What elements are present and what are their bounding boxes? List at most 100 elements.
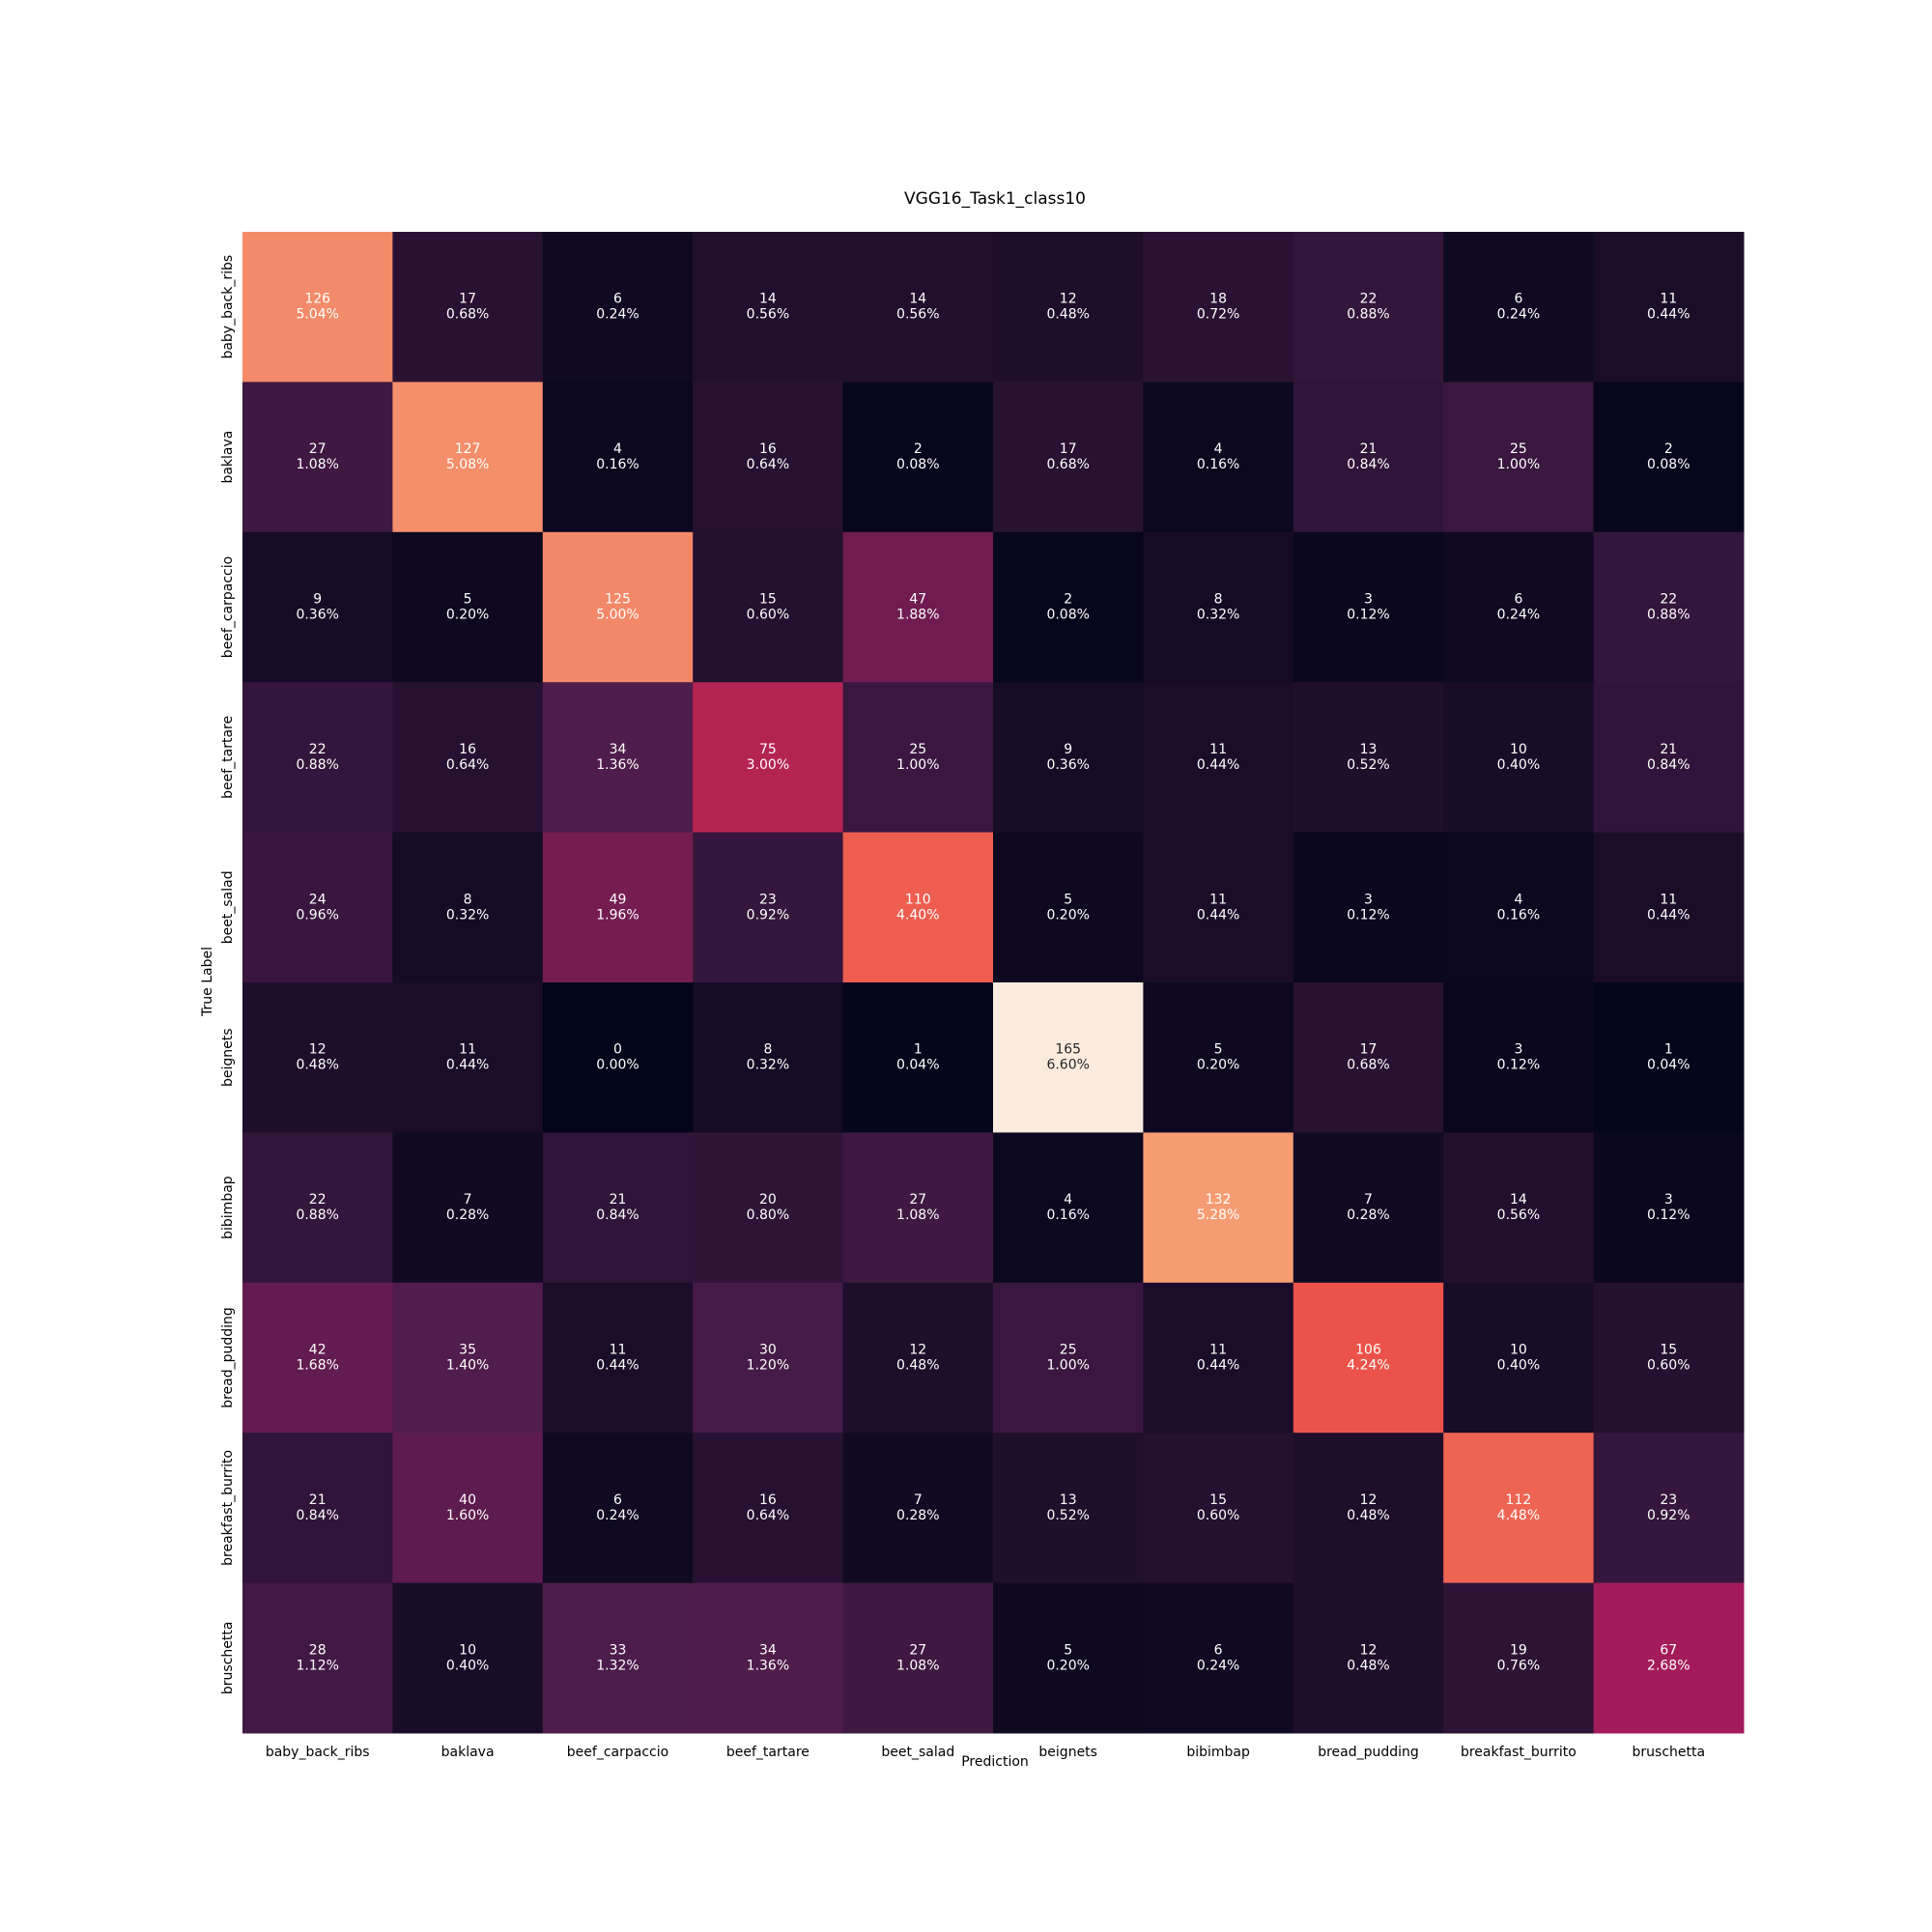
- cell-count-label: 28: [309, 1642, 327, 1658]
- cell-percent-label: 0.92%: [1647, 1508, 1690, 1523]
- cell-count-label: 22: [309, 742, 327, 757]
- cell-percent-label: 0.92%: [747, 907, 789, 923]
- cell-percent-label: 0.00%: [596, 1058, 639, 1073]
- heatmap-cell: [693, 382, 844, 533]
- heatmap-cell: [693, 832, 844, 983]
- cell-percent-label: 0.60%: [747, 608, 789, 623]
- cell-count-label: 125: [605, 592, 631, 608]
- cell-count-label: 15: [1209, 1492, 1227, 1508]
- heatmap-cell: [993, 531, 1144, 683]
- heatmap-cell: [993, 1582, 1144, 1734]
- cell-percent-label: 1.36%: [747, 1658, 789, 1673]
- heatmap-cell: [242, 1433, 393, 1584]
- cell-percent-label: 0.16%: [596, 457, 639, 472]
- cell-percent-label: 0.12%: [1347, 608, 1389, 623]
- heatmap-cell: [392, 832, 544, 983]
- cell-percent-label: 0.44%: [446, 1058, 489, 1073]
- heatmap-cell: [542, 531, 694, 683]
- heatmap-cell: [1593, 982, 1745, 1133]
- cell-percent-label: 0.36%: [1046, 757, 1089, 773]
- heatmap-cell: [693, 1582, 844, 1734]
- heatmap-cell: [1143, 232, 1294, 383]
- heatmap-cell: [842, 1282, 994, 1434]
- heatmap-cell: [392, 1582, 544, 1734]
- cell-count-label: 24: [309, 892, 327, 907]
- cell-percent-label: 0.04%: [896, 1058, 939, 1073]
- y-tick-label: baklava: [220, 431, 236, 484]
- cell-count-label: 14: [1510, 1192, 1527, 1208]
- heatmap-cell: [842, 982, 994, 1133]
- heatmap-cell: [993, 832, 1144, 983]
- cell-percent-label: 0.84%: [1647, 757, 1690, 773]
- heatmap-cell: [392, 682, 544, 834]
- cell-percent-label: 0.28%: [1347, 1208, 1389, 1223]
- cell-count-label: 12: [1060, 292, 1077, 307]
- cell-percent-label: 0.24%: [1197, 1658, 1239, 1673]
- heatmap-cell: [693, 682, 844, 834]
- cell-count-label: 17: [459, 292, 476, 307]
- heatmap-cell: [842, 531, 994, 683]
- cell-percent-label: 0.44%: [1647, 907, 1690, 923]
- cell-count-label: 10: [459, 1642, 476, 1658]
- cell-count-label: 10: [1510, 742, 1527, 757]
- cell-count-label: 5: [1064, 892, 1072, 907]
- cell-percent-label: 1.08%: [296, 457, 338, 472]
- cell-count-label: 4: [1214, 441, 1223, 457]
- heatmap-cell: [693, 232, 844, 383]
- cell-count-label: 14: [759, 292, 777, 307]
- heatmap-cell: [993, 1433, 1144, 1584]
- cell-percent-label: 4.48%: [1497, 1508, 1540, 1523]
- cell-percent-label: 0.16%: [1197, 457, 1239, 472]
- cell-count-label: 17: [1060, 441, 1077, 457]
- heatmap-cell: [1593, 1582, 1745, 1734]
- heatmap-cell: [842, 1132, 994, 1284]
- cell-count-label: 11: [1209, 1343, 1227, 1358]
- y-tick-label: breakfast_burrito: [220, 1450, 236, 1566]
- cell-percent-label: 5.00%: [596, 608, 639, 623]
- cell-count-label: 34: [759, 1642, 777, 1658]
- cell-count-label: 112: [1506, 1492, 1532, 1508]
- cell-percent-label: 0.20%: [446, 608, 489, 623]
- cell-percent-label: 0.40%: [446, 1658, 489, 1673]
- heatmap-cell: [1593, 531, 1745, 683]
- cell-count-label: 1: [914, 1042, 923, 1058]
- heatmap-cell: [1293, 832, 1444, 983]
- cell-percent-label: 0.88%: [296, 1208, 338, 1223]
- cell-percent-label: 0.88%: [1647, 608, 1690, 623]
- heatmap-cell: [1443, 832, 1595, 983]
- heatmap-cell: [1593, 1132, 1745, 1284]
- cell-percent-label: 0.16%: [1497, 907, 1540, 923]
- heatmap-cell: [542, 832, 694, 983]
- heatmap-cell: [542, 1582, 694, 1734]
- cell-count-label: 49: [610, 892, 627, 907]
- cell-count-label: 16: [459, 742, 476, 757]
- heatmap-cell: [1593, 1282, 1745, 1434]
- cell-percent-label: 0.20%: [1046, 1658, 1089, 1673]
- cell-count-label: 20: [759, 1192, 777, 1208]
- cell-count-label: 10: [1510, 1343, 1527, 1358]
- cell-percent-label: 0.24%: [1497, 608, 1540, 623]
- cell-percent-label: 0.40%: [1497, 1358, 1540, 1374]
- heatmap-cell: [993, 1282, 1144, 1434]
- cell-count-label: 8: [1214, 592, 1223, 608]
- heatmap-cell: [693, 1433, 844, 1584]
- cell-count-label: 127: [455, 441, 481, 457]
- heatmap-cell: [1443, 682, 1595, 834]
- heatmap-cell: [1443, 1433, 1595, 1584]
- cell-percent-label: 1.08%: [896, 1208, 939, 1223]
- heatmap-cell: [1143, 982, 1294, 1133]
- heatmap-cell: [392, 982, 544, 1133]
- cell-count-label: 0: [613, 1042, 622, 1058]
- heatmap-cell: [242, 682, 393, 834]
- heatmap-cell: [392, 1433, 544, 1584]
- cell-count-label: 16: [759, 1492, 777, 1508]
- cell-percent-label: 4.24%: [1347, 1358, 1389, 1374]
- x-tick-labels: baby_back_ribs baklava beef_carpaccio beef_…: [266, 1745, 1705, 1760]
- cell-percent-label: 1.68%: [296, 1358, 338, 1374]
- cell-count-label: 6: [613, 292, 622, 307]
- cell-count-label: 5: [1064, 1642, 1072, 1658]
- cell-percent-label: 0.48%: [1347, 1658, 1389, 1673]
- cell-percent-label: 0.12%: [1497, 1058, 1540, 1073]
- heatmap-cell: [242, 982, 393, 1133]
- cell-count-label: 5: [464, 592, 472, 608]
